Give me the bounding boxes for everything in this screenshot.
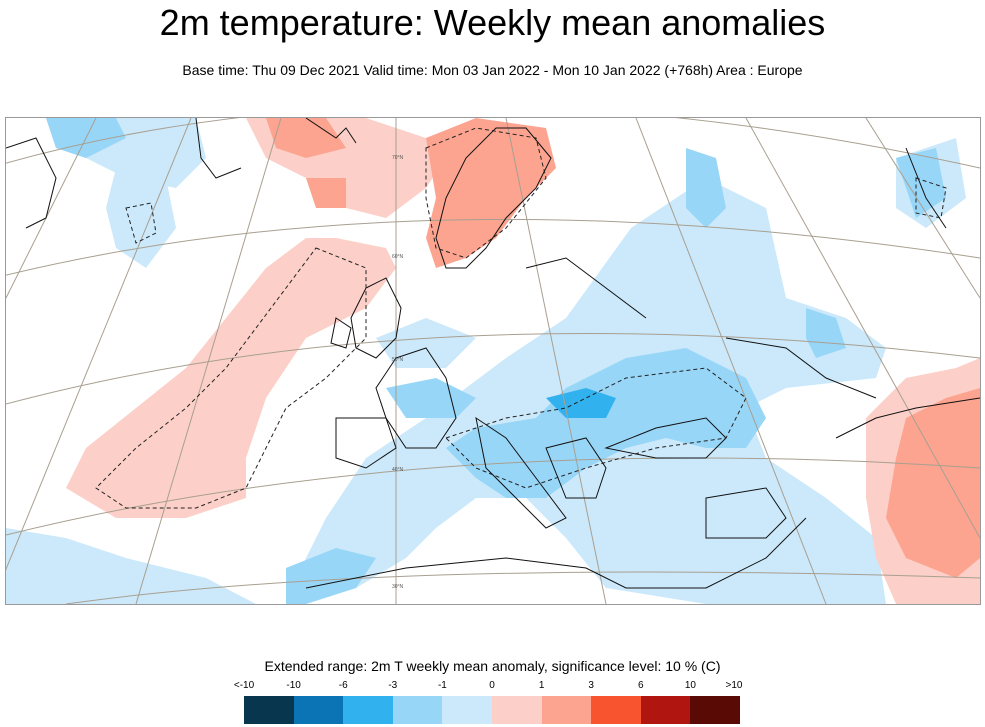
- map-title: 2m temperature: Weekly mean anomalies: [159, 2, 826, 43]
- legend-color-box: [690, 696, 740, 724]
- legend-tick: -10: [286, 680, 301, 691]
- lat-label-30: 30°N: [392, 584, 404, 590]
- lat-label-70: 70°N: [392, 155, 404, 161]
- legend-labels: <-10 -10 -6 -3 -1 0 1 3 6 10 >10: [234, 680, 743, 694]
- lat-label-60: 60°N: [392, 254, 404, 260]
- graticule: [6, 118, 980, 604]
- legend-tick: 10: [684, 680, 696, 691]
- legend-color-box: [491, 696, 542, 724]
- map-subtitle: Base time: Thu 09 Dec 2021 Valid time: M…: [182, 62, 803, 78]
- legend-color-bar: [244, 696, 740, 724]
- legend-title: Extended range: 2m T weekly mean anomaly…: [264, 658, 721, 674]
- map-canvas: 70°N 60°N 50°N 40°N 30°N: [6, 118, 980, 604]
- cold-anomaly-shading: [6, 118, 966, 604]
- legend-tick: >10: [725, 680, 743, 691]
- legend-tick: 3: [588, 680, 594, 691]
- legend-tick: -6: [338, 680, 348, 691]
- legend-color-box: [541, 696, 592, 724]
- legend-color-box: [392, 696, 443, 724]
- legend-color-box: [293, 696, 344, 724]
- legend-color-box: [591, 696, 641, 724]
- color-legend: <-10 -10 -6 -3 -1 0 1 3 6 10 >10: [234, 680, 743, 726]
- legend-tick: 0: [489, 680, 495, 691]
- legend-tick: <-10: [233, 680, 255, 691]
- legend-color-box: [640, 696, 691, 724]
- legend-tick: 1: [538, 680, 545, 691]
- legend-tick: -1: [437, 680, 447, 691]
- legend-tick: -3: [388, 680, 398, 691]
- lat-label-40: 40°N: [392, 467, 404, 473]
- coastlines: [6, 118, 980, 589]
- significance-contours: [95, 127, 947, 509]
- legend-color-box: [244, 696, 294, 724]
- legend-color-box: [442, 696, 492, 724]
- anomaly-map: 70°N 60°N 50°N 40°N 30°N: [5, 117, 981, 605]
- legend-color-box: [343, 696, 393, 724]
- lat-label-50: 50°N: [392, 357, 404, 363]
- legend-tick: 6: [638, 680, 644, 691]
